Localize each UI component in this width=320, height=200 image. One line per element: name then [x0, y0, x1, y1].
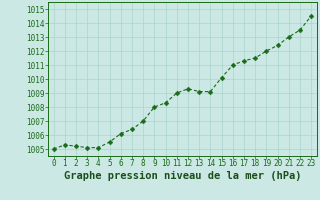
X-axis label: Graphe pression niveau de la mer (hPa): Graphe pression niveau de la mer (hPa)	[64, 171, 301, 181]
